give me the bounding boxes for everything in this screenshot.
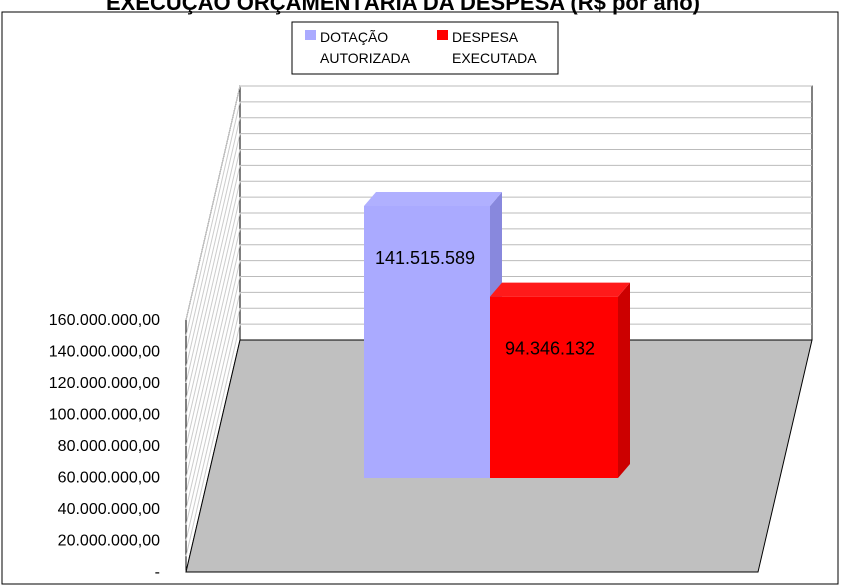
side-gridline — [185, 85, 241, 321]
y-tick-label: 140.000.000,00 — [49, 344, 160, 361]
bar-top — [364, 192, 502, 206]
legend-label-dotacao-line2: AUTORIZADA — [320, 50, 411, 66]
y-axis-ticks: - 20.000.000,00 40.000.000,00 60.000.000,00… — [49, 312, 160, 581]
legend: DOTAÇÃO AUTORIZADA DESPESA EXECUTADA — [291, 21, 559, 75]
y-tick-label: - — [155, 564, 160, 581]
legend-label-despesa-line2: EXECUTADA — [452, 50, 537, 66]
data-label: 141.515.589 — [375, 248, 475, 268]
side-gridline — [185, 101, 241, 336]
y-tick-label: 60.000.000,00 — [58, 470, 160, 487]
side-gridline — [185, 149, 241, 384]
bar-front — [490, 296, 618, 478]
y-tick-label: 120.000.000,00 — [49, 375, 160, 392]
side-gridline — [185, 197, 241, 431]
side-gridline — [185, 260, 241, 494]
side-gridline — [185, 292, 241, 525]
side-gridline — [185, 165, 241, 399]
y-tick-label: 160.000.000,00 — [49, 312, 160, 329]
y-tick-label: 80.000.000,00 — [58, 438, 160, 455]
chart-title: EXECUÇÃO ORÇAMENTÁRIA DA DESPESA (R$ por… — [106, 0, 700, 15]
side-gridline — [185, 308, 241, 541]
side-gridline — [185, 244, 241, 478]
legend-label-despesa-line1: DESPESA — [452, 29, 519, 45]
side-gridline — [185, 212, 241, 447]
y-tick-label: 100.000.000,00 — [49, 407, 160, 424]
side-gridline — [185, 117, 241, 352]
side-gridline — [185, 181, 241, 415]
bar-side — [618, 282, 630, 478]
bar-top — [490, 282, 630, 297]
legend-label-dotacao-line1: DOTAÇÃO — [320, 29, 388, 45]
bar-despesa — [490, 282, 630, 478]
y-tick-label: 20.000.000,00 — [58, 533, 160, 550]
legend-swatch-despesa — [437, 30, 448, 40]
bar-dotacao — [364, 192, 502, 478]
y-tick-label: 40.000.000,00 — [58, 501, 160, 518]
legend-swatch-dotacao — [305, 30, 316, 40]
side-gridline — [185, 276, 241, 510]
bars: 141.515.589 94.346.132 — [364, 192, 630, 478]
side-gridline — [185, 324, 241, 557]
side-gridline — [185, 228, 241, 462]
data-label: 94.346.132 — [505, 339, 595, 359]
side-gridline — [185, 133, 241, 368]
bar-front — [364, 206, 490, 478]
legend-box — [291, 21, 559, 75]
